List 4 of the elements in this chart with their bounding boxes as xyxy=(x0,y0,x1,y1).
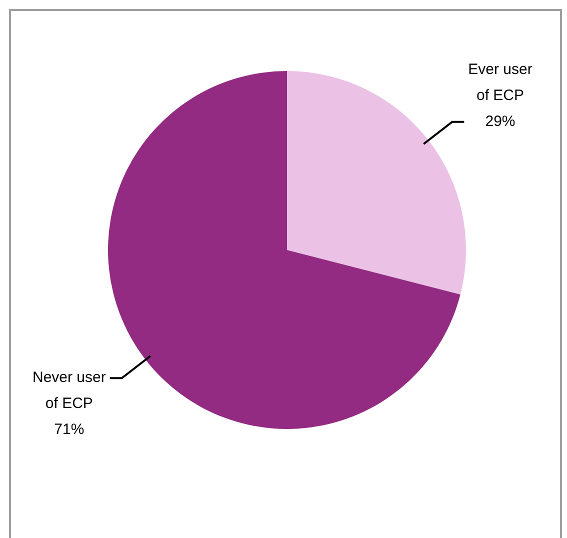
slice-label: Ever user of ECP xyxy=(468,61,532,104)
data-label: 29% xyxy=(485,113,516,130)
data-label: 71% xyxy=(54,421,84,438)
slice-label: Never user of ECP xyxy=(32,369,106,412)
